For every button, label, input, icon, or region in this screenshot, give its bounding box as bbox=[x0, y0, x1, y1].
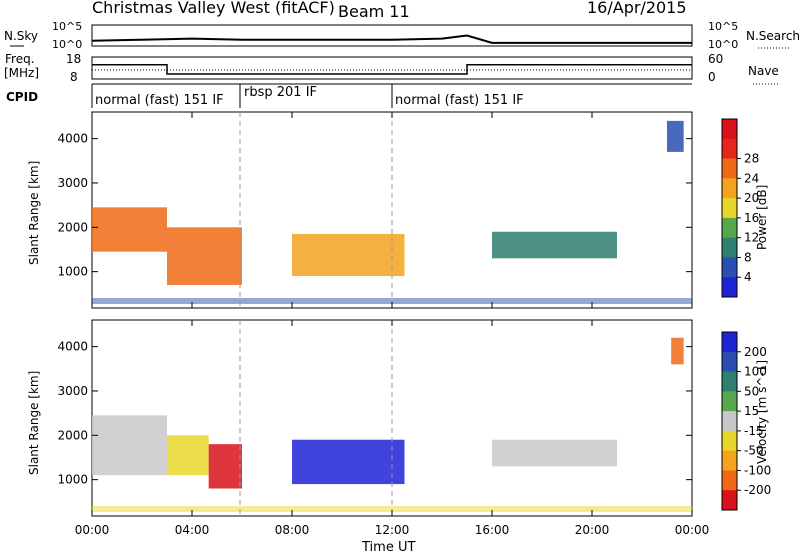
colorbar-tick-label: -100 bbox=[744, 463, 771, 477]
freq-tick-18: 18 bbox=[66, 52, 81, 66]
echo-region-0 bbox=[92, 415, 167, 476]
power-colorbar-label: Power [dB] bbox=[755, 185, 769, 250]
nave-tick-0: 0 bbox=[708, 70, 716, 84]
colorbar-swatch bbox=[722, 411, 737, 432]
date-label: 16/Apr/2015 bbox=[587, 0, 687, 17]
noise-tick-high-right: 10^5 bbox=[708, 20, 738, 33]
x-axis-label: Time UT bbox=[361, 540, 415, 554]
cpid-label: CPID bbox=[6, 90, 38, 104]
x-tick-label: 00:00 bbox=[75, 523, 110, 537]
y-tick-label-4000: 4000 bbox=[57, 340, 88, 354]
plot-title: Christmas Valley West (fitACF) bbox=[92, 0, 335, 17]
colorbar-tick-label: 200 bbox=[744, 345, 767, 359]
colorbar-swatch bbox=[722, 198, 737, 219]
noise-trace bbox=[91, 34, 692, 44]
cpid-panel: CPID normal (fast) 151 IF rbsp 201 IF no… bbox=[6, 83, 692, 108]
nsky-label: N.Sky bbox=[4, 29, 38, 43]
y-tick-label-2000: 2000 bbox=[57, 220, 88, 234]
colorbar-frame bbox=[721, 118, 738, 298]
cpid-segment-1: normal (fast) 151 IF bbox=[95, 93, 224, 108]
colorbar-tick-label: 28 bbox=[744, 152, 759, 166]
velocity-ylabel: Slant Range [km] bbox=[27, 371, 41, 475]
colorbar-tick-label: -15 bbox=[744, 424, 764, 438]
freq-tick-8: 8 bbox=[70, 70, 78, 84]
power-panel: Slant Range [km] 1000 2000 3000 4000 bbox=[27, 111, 693, 309]
mhz-label: [MHz] bbox=[4, 66, 39, 80]
y-tick-label-3000: 3000 bbox=[57, 384, 88, 398]
noise-tick-high-left: 10^5 bbox=[52, 20, 82, 33]
colorbar-tick-label: 16 bbox=[744, 211, 759, 225]
colorbar-tick-label: 8 bbox=[744, 250, 752, 264]
echo-region-4 bbox=[667, 120, 684, 152]
echo-region-3 bbox=[492, 231, 617, 259]
colorbar-swatch bbox=[722, 470, 737, 491]
colorbar-swatch bbox=[722, 217, 737, 239]
y-tick-label-1000: 1000 bbox=[57, 265, 88, 279]
colorbar-swatch bbox=[722, 351, 737, 373]
colorbar-tick-label: 20 bbox=[744, 191, 759, 205]
colorbar-swatch bbox=[722, 391, 737, 412]
colorbar-tick-label: 12 bbox=[744, 231, 759, 245]
echo-region-0 bbox=[92, 207, 167, 252]
y-tick-label-1000: 1000 bbox=[57, 473, 88, 487]
colorbar-swatch bbox=[722, 371, 737, 392]
beam-label: Beam 11 bbox=[338, 2, 410, 21]
freq-label: Freq. bbox=[5, 52, 35, 66]
colorbar-tick-label: 4 bbox=[744, 270, 752, 284]
colorbar-swatch bbox=[722, 138, 737, 160]
colorbar-swatch bbox=[722, 277, 737, 298]
colorbar-swatch bbox=[722, 430, 737, 452]
y-tick-label-2000: 2000 bbox=[57, 428, 88, 442]
cpid-segment-3: normal (fast) 151 IF bbox=[395, 93, 524, 108]
velocity-colorbar-label: Velocity [m s^-1] bbox=[755, 360, 769, 464]
colorbar-tick-label: 15 bbox=[744, 404, 759, 418]
velocity-panel: Slant Range [km] 1000 2000 3000 4000 00:00 0… bbox=[27, 112, 709, 554]
echo-region-5 bbox=[671, 337, 684, 365]
power-echoes bbox=[92, 120, 692, 304]
echo-region-3 bbox=[292, 439, 405, 485]
colorbar-tick-label: -50 bbox=[744, 444, 764, 458]
echo-region-1 bbox=[167, 435, 209, 476]
echo-region-4 bbox=[492, 439, 617, 467]
colorbar-swatch bbox=[722, 490, 737, 511]
echo-region-2 bbox=[292, 233, 405, 277]
cpid-segment-2: rbsp 201 IF bbox=[244, 85, 317, 100]
colorbar-tick-label: 50 bbox=[744, 384, 759, 398]
nave-tick-60: 60 bbox=[708, 52, 723, 66]
frequency-trace bbox=[92, 63, 692, 75]
nsearch-label: N.Search bbox=[746, 29, 800, 43]
colorbar-swatch bbox=[722, 450, 737, 471]
colorbar-tick-label: 24 bbox=[744, 171, 759, 185]
echo-region-2 bbox=[208, 444, 242, 489]
colorbar-swatch bbox=[722, 119, 737, 140]
x-tick-label: 12:00 bbox=[375, 523, 410, 537]
velocity-colorbar: 200 100 50 15 -15 -50 -100 -200 bbox=[721, 331, 771, 511]
y-tick-label-4000: 4000 bbox=[57, 132, 88, 146]
colorbar-swatch bbox=[722, 158, 737, 179]
colorbar-swatch bbox=[722, 332, 737, 353]
colorbar-swatch bbox=[722, 257, 737, 278]
y-tick-label-3000: 3000 bbox=[57, 176, 88, 190]
colorbar-frame bbox=[721, 331, 738, 511]
colorbar-swatch bbox=[722, 178, 737, 199]
echo-region-1 bbox=[167, 227, 242, 285]
power-colorbar: 4 8 12 16 20 24 28 bbox=[721, 118, 759, 298]
power-ylabel: Slant Range [km] bbox=[27, 161, 41, 265]
noise-tick-low-right: 10^0 bbox=[708, 38, 738, 51]
noise-panel: N.Sky 10^5 10^0 10^5 10^0 N.Search bbox=[4, 20, 800, 51]
noise-line bbox=[91, 34, 692, 44]
x-tick-label: 16:00 bbox=[475, 523, 510, 537]
colorbar-tick-label: -200 bbox=[744, 483, 771, 497]
noise-tick-low-left: 10^0 bbox=[52, 38, 82, 51]
frequency-panel: Freq. [MHz] 18 8 60 0 Nave bbox=[4, 52, 779, 85]
colorbar-tick-label: 100 bbox=[744, 365, 767, 379]
colorbar-swatch bbox=[722, 237, 737, 258]
x-tick-label: 00:00 bbox=[675, 523, 710, 537]
nave-label: Nave bbox=[748, 64, 779, 78]
x-tick-label: 04:00 bbox=[175, 523, 210, 537]
x-tick-label: 20:00 bbox=[575, 523, 610, 537]
x-tick-label: 08:00 bbox=[275, 523, 310, 537]
